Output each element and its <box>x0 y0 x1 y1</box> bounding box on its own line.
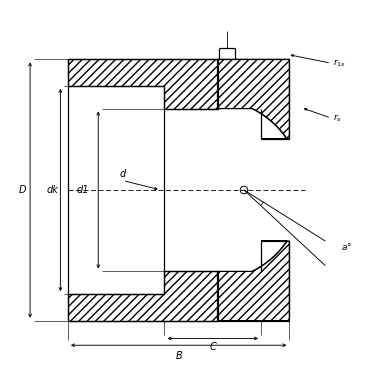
Text: $r_{1s}$: $r_{1s}$ <box>333 57 346 69</box>
Polygon shape <box>217 59 290 139</box>
Text: d: d <box>120 169 126 179</box>
Text: d1: d1 <box>77 185 89 195</box>
Polygon shape <box>217 241 290 321</box>
Text: $r_s$: $r_s$ <box>333 112 342 124</box>
Polygon shape <box>68 59 217 109</box>
Text: C: C <box>209 342 216 352</box>
Text: dk: dk <box>46 185 58 195</box>
Text: $a°$: $a°$ <box>340 241 352 252</box>
Text: D: D <box>19 185 26 195</box>
Text: B: B <box>175 351 182 361</box>
Polygon shape <box>68 271 217 321</box>
